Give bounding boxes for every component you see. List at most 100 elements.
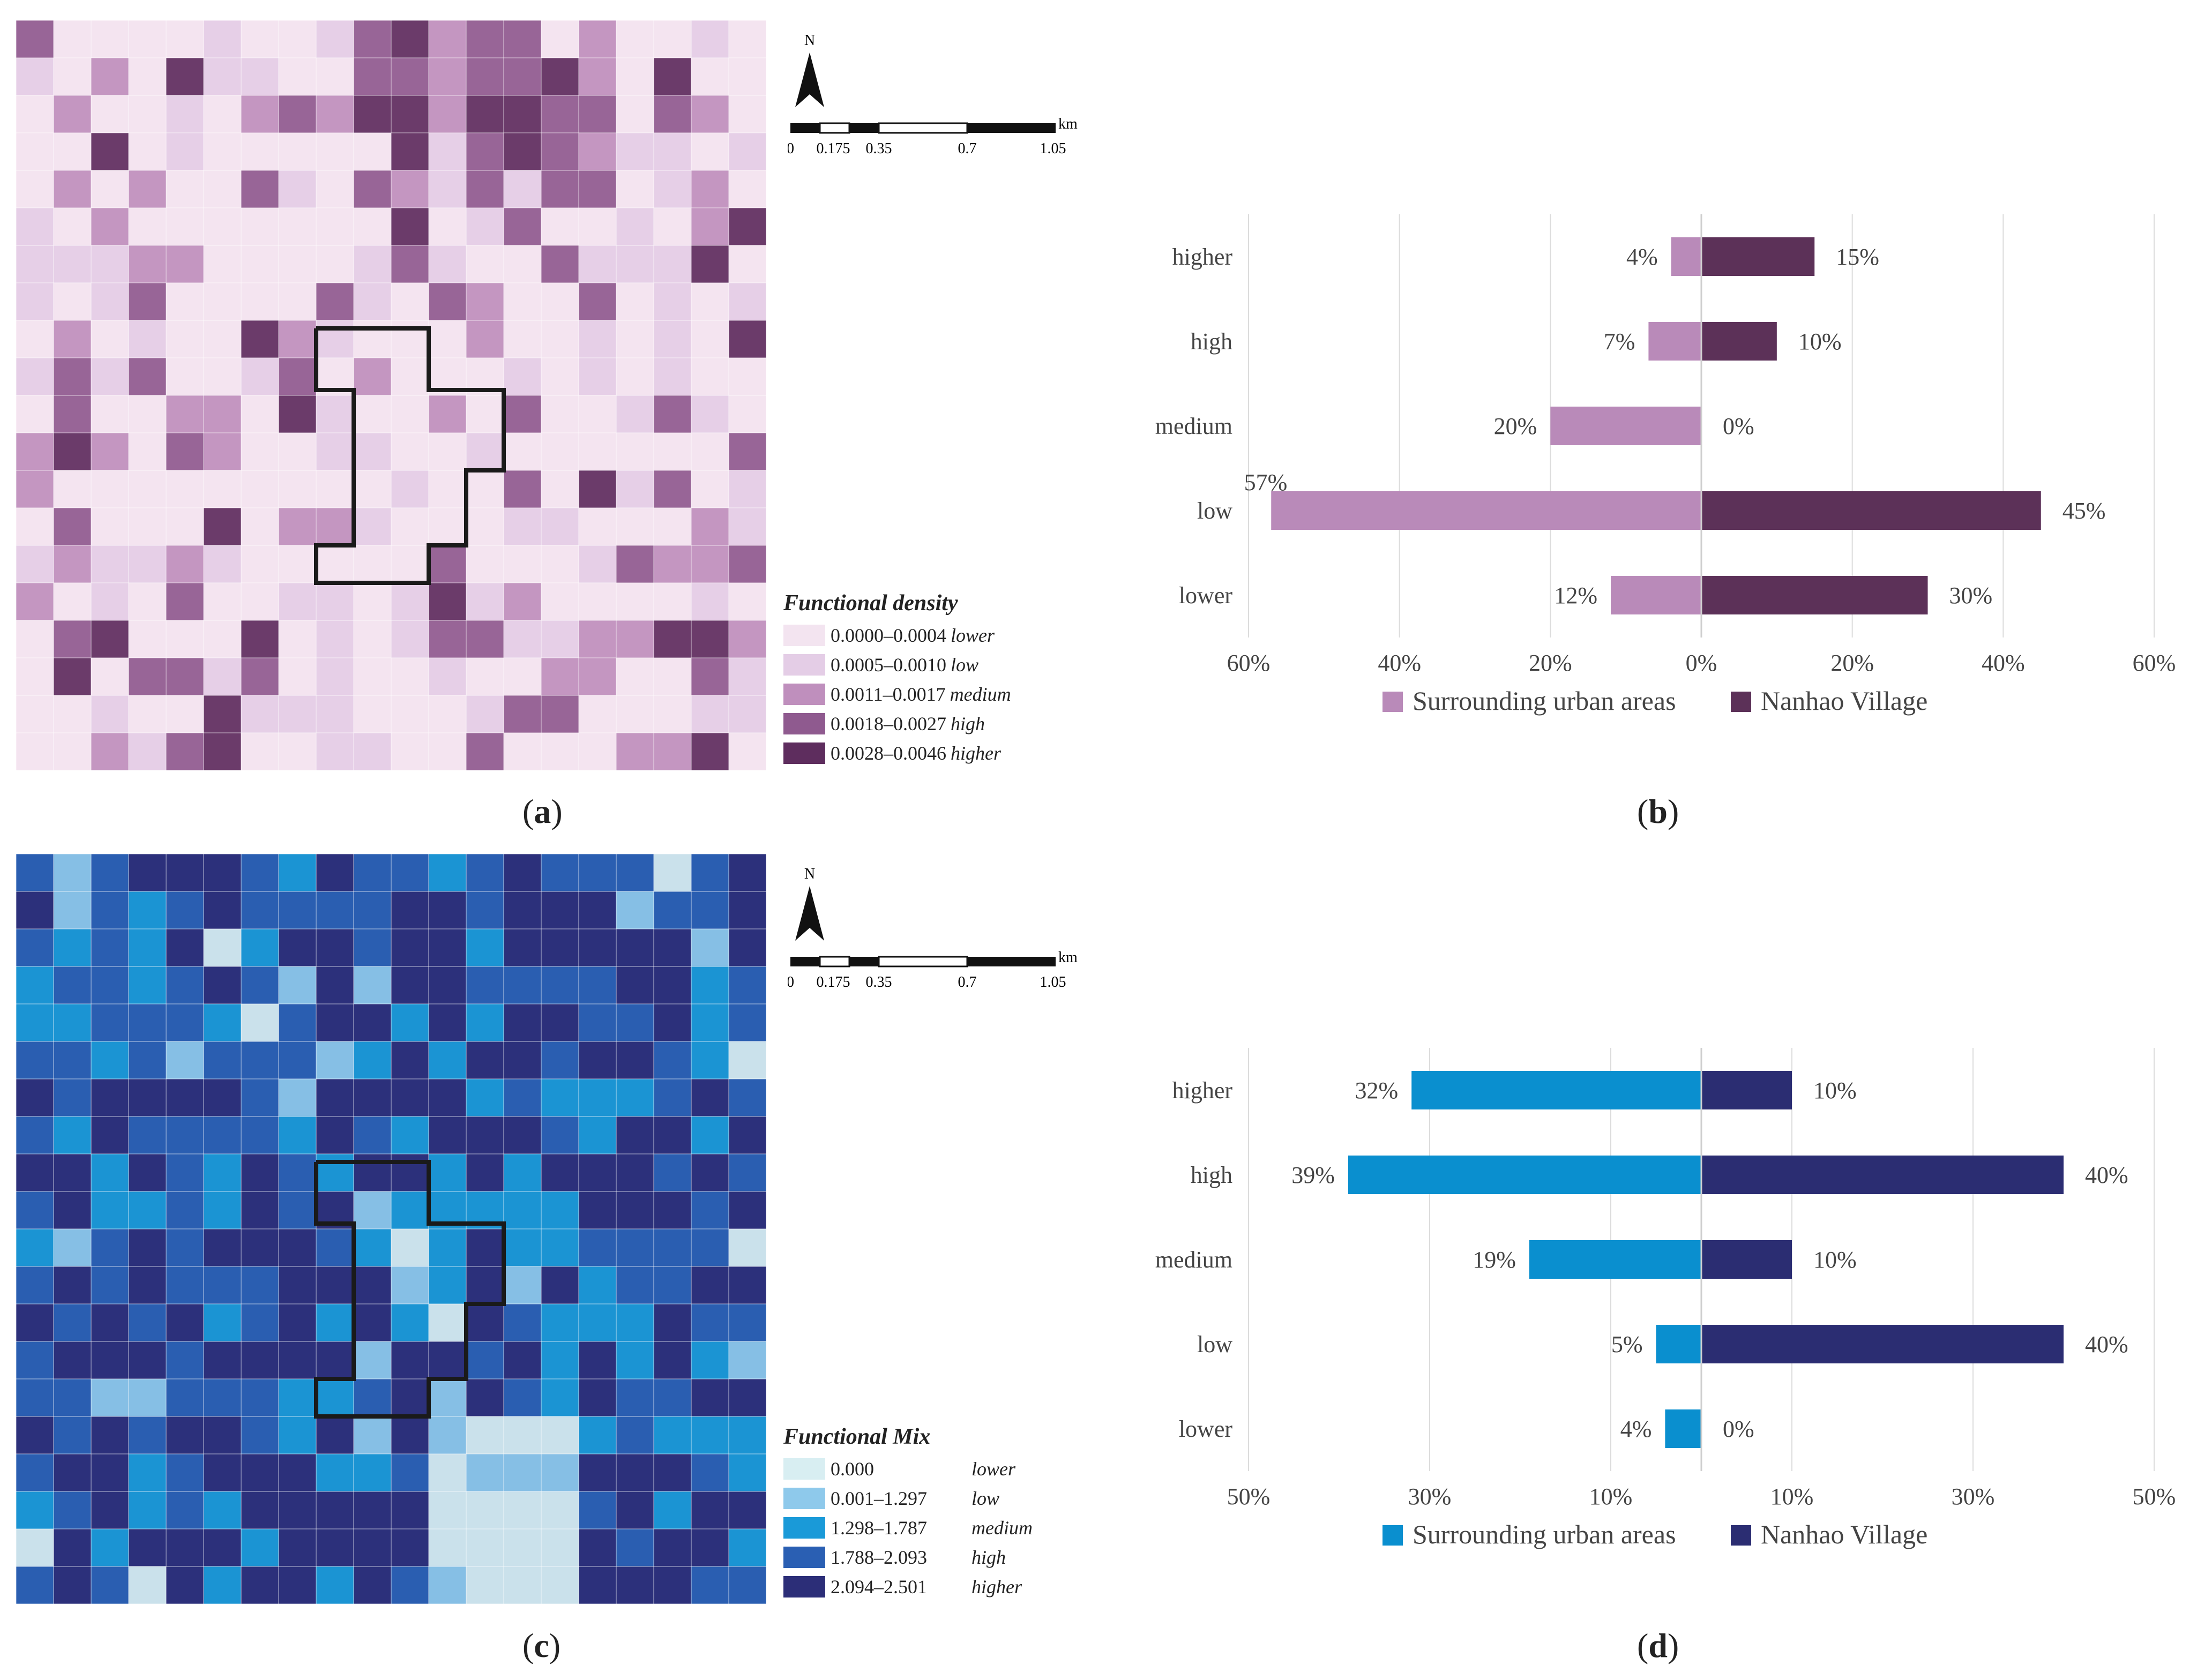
map-cell [91,95,129,133]
map-cell [316,320,354,358]
map-cell [729,966,766,1004]
map-cell [391,891,429,929]
map-cell [616,583,654,620]
map-cell [279,1116,316,1154]
map-cell [729,133,766,170]
map-cell [129,1529,166,1566]
legend-item: 1.298–1.787 medium [783,1513,1105,1542]
map-cell [279,1266,316,1304]
map-cell [691,620,729,658]
map-cell [429,395,466,433]
map-cell [316,1566,354,1604]
map-cell [204,620,241,658]
map-cell [729,433,766,470]
map-cell [316,733,354,770]
map-cell [91,583,129,620]
data-label: 30% [1949,582,1993,609]
map-cell [429,1266,466,1304]
x-tick-label: 40% [1982,650,2025,676]
map-cell [204,1079,241,1116]
map-cell [654,966,691,1004]
map-cell [541,1191,579,1229]
map-cell [391,1266,429,1304]
map-cell [16,1416,54,1454]
map-cell [279,1229,316,1266]
map-cell [316,95,354,133]
map-cell [654,733,691,770]
map-cell [654,358,691,395]
map-cell [241,854,279,891]
map-cell [729,20,766,58]
map-cell [354,395,391,433]
map-cell [91,1454,129,1491]
map-cell [354,433,391,470]
map-cell [579,583,616,620]
map-cell [391,320,429,358]
map-cell [391,1566,429,1604]
map-cell [466,583,504,620]
map-cell [279,395,316,433]
map-cell [654,1041,691,1079]
map-cell [354,1491,391,1529]
map-cell [654,1191,691,1229]
map-cell [279,1191,316,1229]
map-cell [204,1191,241,1229]
map-cell [429,283,466,320]
map-cell [391,966,429,1004]
map-cell [204,1304,241,1341]
map-cell [316,545,354,583]
map-cell [241,1191,279,1229]
map-cell [729,245,766,283]
map-cell [391,854,429,891]
map-cell [729,929,766,966]
map-cell [129,470,166,508]
map-cell [616,358,654,395]
map-cell [16,1079,54,1116]
legend-swatch [1383,1525,1403,1546]
data-label: 12% [1554,582,1597,609]
map-cell [654,1116,691,1154]
legend-label: Surrounding urban areas [1413,1519,1676,1549]
map-cell [579,891,616,929]
map-cell [654,545,691,583]
map-cell [429,133,466,170]
map-cell [391,1004,429,1041]
map-cell [391,95,429,133]
map-cell [54,891,91,929]
map-cell [579,208,616,245]
map-cell [616,1154,654,1191]
map-cell [504,1529,541,1566]
map-cell [54,695,91,733]
map-cell [654,283,691,320]
map-cell [241,1304,279,1341]
map-cell [354,658,391,695]
map-cell [504,1004,541,1041]
map-cell [91,545,129,583]
map-cell [241,1079,279,1116]
bar-surrounding [1348,1156,1701,1194]
map-cell [691,1416,729,1454]
map-cell [616,695,654,733]
map-cell [654,20,691,58]
map-cell [541,283,579,320]
map-cell [279,1416,316,1454]
map-cell [541,1266,579,1304]
map-cell [91,1491,129,1529]
scale-unit: km [1058,949,1078,966]
map-cell [54,20,91,58]
map-cell [166,1341,204,1379]
map-cell [166,245,204,283]
map-cell [54,1154,91,1191]
scale-tick: 0 [788,140,794,157]
map-cell [354,854,391,891]
data-label: 4% [1620,1416,1652,1442]
map-cell [466,891,504,929]
map-cell [204,208,241,245]
map-cell [316,1454,354,1491]
map-cell [654,133,691,170]
map-cell [166,733,204,770]
map-cell [316,508,354,545]
legend-label: Surrounding urban areas [1413,686,1676,716]
map-cell [204,395,241,433]
legend-range: 2.094–2.501 [831,1576,927,1598]
